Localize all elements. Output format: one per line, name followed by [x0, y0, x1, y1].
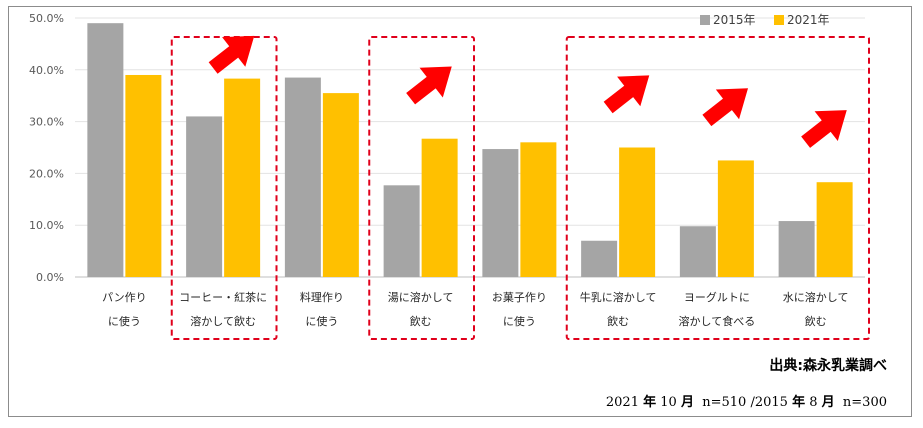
category-label: コーヒー・紅茶に: [179, 291, 267, 304]
highlight-boxes: [170, 36, 870, 340]
legend: 2015年 2021年: [700, 13, 830, 27]
outer-border: [8, 6, 912, 417]
legend-swatch: [700, 15, 710, 25]
arrow-up-right-icon: [801, 110, 847, 148]
bar-2021: [125, 74, 162, 277]
bar-2015: [87, 23, 124, 278]
trend-arrows: [208, 35, 847, 148]
highlight-box: [368, 36, 475, 340]
category-label: 料理作り: [300, 290, 344, 304]
category-label: パン作り: [102, 291, 147, 304]
arrow-shape: [702, 88, 749, 127]
arrow-shape: [603, 75, 650, 114]
y-tick-label: 0.0%: [36, 271, 64, 284]
arrow-up-right-icon: [603, 75, 650, 114]
y-tick-label: 10.0%: [29, 219, 64, 232]
category-label: 湯に溶かして: [388, 290, 454, 304]
legend-swatch: [774, 15, 784, 25]
legend-label: 2021年: [787, 13, 830, 27]
arrow-shape: [801, 110, 847, 148]
category-label: 水に溶かして: [783, 290, 849, 304]
arrow-shape: [406, 66, 452, 105]
bar-2015: [581, 240, 618, 277]
y-tick-label: 40.0%: [29, 64, 64, 77]
category-label: 溶かして食べる: [679, 314, 756, 328]
survey-footnote: 2021 年 10 月 n=510 /2015 年 8 月 n=300: [605, 395, 887, 410]
y-tick-label: 30.0%: [29, 116, 64, 129]
bar-2015: [284, 77, 321, 277]
legend-label: 2015年: [713, 13, 756, 27]
highlight-box: [565, 36, 870, 340]
arrow-shape: [208, 35, 255, 74]
category-label: ヨーグルトに: [684, 290, 750, 304]
bars: [87, 23, 853, 278]
bar-2021: [224, 78, 261, 277]
bar-2015: [186, 116, 223, 277]
bar-2021: [421, 138, 458, 277]
y-tick-label: 50.0%: [29, 12, 64, 25]
category-label: 溶かして飲む: [190, 314, 256, 328]
category-label: 飲む: [607, 314, 629, 328]
bar-2021: [717, 160, 754, 277]
bar-2021: [520, 142, 557, 277]
arrow-up-right-icon: [406, 66, 452, 105]
bar-2015: [383, 185, 420, 277]
bar-2015: [679, 226, 716, 277]
highlight-box: [170, 36, 278, 340]
category-label: 牛乳に溶かして: [580, 290, 657, 304]
bar-2015: [778, 221, 815, 277]
bar-2021: [816, 182, 853, 277]
arrow-up-right-icon: [208, 35, 255, 74]
category-label: 飲む: [410, 314, 432, 328]
category-label: に使う: [305, 315, 338, 328]
category-label: 飲む: [805, 314, 827, 328]
y-tick-label: 20.0%: [29, 167, 64, 180]
arrow-up-right-icon: [702, 88, 749, 127]
category-label: に使う: [108, 315, 141, 328]
bar-2021: [619, 147, 656, 277]
bar-2021: [322, 93, 359, 277]
x-axis-labels: パン作りに使うコーヒー・紅茶に溶かして飲む料理作りに使う湯に溶かして飲むお菓子作…: [102, 290, 848, 328]
category-label: に使う: [503, 315, 536, 328]
bar-2015: [482, 149, 519, 277]
category-label: お菓子作り: [492, 291, 547, 304]
source-label: 出典:森永乳業調べ: [769, 358, 887, 374]
y-axis-ticks: 0.0% 10.0% 20.0% 30.0% 40.0% 50.0%: [29, 12, 64, 284]
